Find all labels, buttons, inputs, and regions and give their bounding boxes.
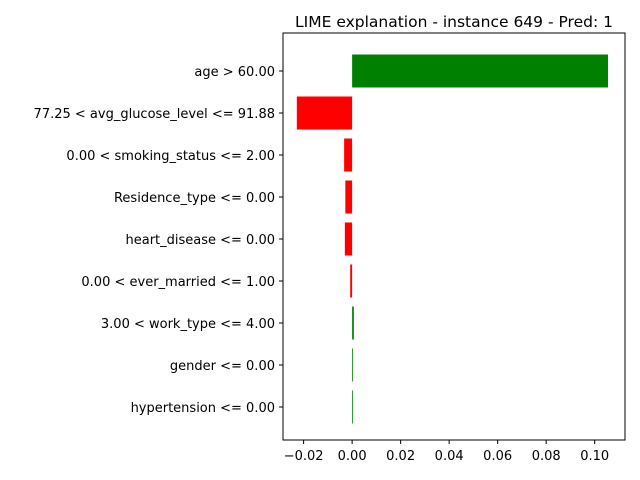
y-axis-ticks: age > 60.00 77.25 < avg_glucose_level <= … xyxy=(34,65,283,416)
y-tick-label-8: hypertension <= 0.00 xyxy=(131,401,275,416)
x-tick-label-0: −0.02 xyxy=(284,449,324,464)
y-tick-label-6: 3.00 < work_type <= 4.00 xyxy=(101,317,275,332)
y-tick-label-0: age > 60.00 xyxy=(194,65,275,80)
bar-7 xyxy=(352,348,353,382)
x-tick-label-6: 0.10 xyxy=(580,449,609,464)
x-tick-label-3: 0.04 xyxy=(435,449,464,464)
chart-title: LIME explanation - instance 649 - Pred: … xyxy=(295,13,613,31)
bar-6 xyxy=(352,306,354,340)
bar-0 xyxy=(352,54,609,88)
bar-4 xyxy=(344,222,353,256)
bars-group xyxy=(296,54,609,424)
bar-2 xyxy=(344,138,353,172)
x-axis-ticks: −0.02 0.00 0.02 0.04 0.06 0.08 0.10 xyxy=(284,440,609,464)
y-tick-label-5: 0.00 < ever_married <= 1.00 xyxy=(81,275,275,290)
x-tick-label-5: 0.08 xyxy=(532,449,561,464)
y-tick-label-4: heart_disease <= 0.00 xyxy=(125,233,275,248)
bar-8 xyxy=(352,390,353,424)
x-tick-label-2: 0.02 xyxy=(386,449,415,464)
y-tick-label-3: Residence_type <= 0.00 xyxy=(114,191,275,206)
y-tick-label-7: gender <= 0.00 xyxy=(170,359,275,374)
x-tick-label-1: 0.00 xyxy=(338,449,367,464)
bar-5 xyxy=(350,264,353,298)
y-tick-label-1: 77.25 < avg_glucose_level <= 91.88 xyxy=(34,107,275,122)
bar-1 xyxy=(296,96,353,130)
bar-3 xyxy=(345,180,353,214)
plot-frame xyxy=(282,32,626,441)
x-tick-label-4: 0.06 xyxy=(483,449,512,464)
y-tick-label-2: 0.00 < smoking_status <= 2.00 xyxy=(66,149,275,164)
